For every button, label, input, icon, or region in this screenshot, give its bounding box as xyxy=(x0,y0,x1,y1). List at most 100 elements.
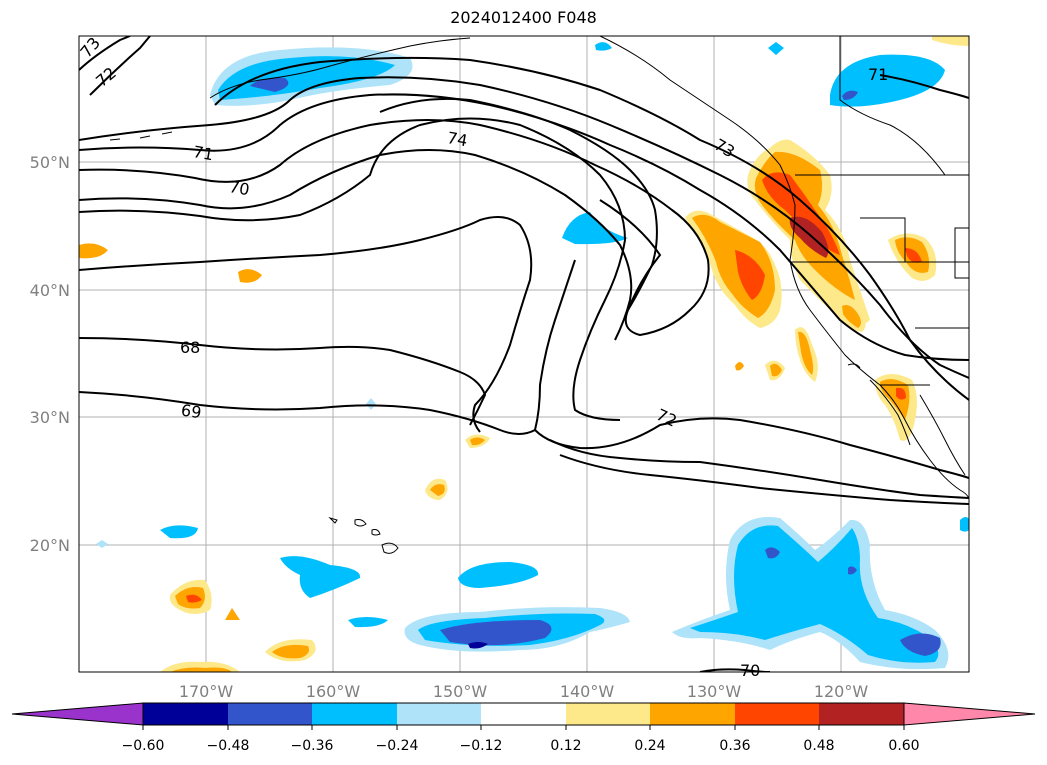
fill-tropics-east-core xyxy=(690,525,939,663)
island-aleutian-2 xyxy=(161,131,173,135)
contour-71 xyxy=(79,93,969,361)
lon-label-120w: 120°W xyxy=(814,682,869,701)
fill-small-4o xyxy=(770,363,782,377)
contour-68-inner xyxy=(79,117,627,421)
island-guadalupe xyxy=(847,363,861,369)
island-hawaii-2 xyxy=(354,519,367,527)
fill-small-5 xyxy=(735,362,744,371)
fill-tropics-deep-3 xyxy=(900,633,941,656)
colorbar-segment-3 xyxy=(312,703,397,725)
longitude-labels: 170°W 160°W 150°W 140°W 130°W 120°W xyxy=(179,682,869,701)
lon-label-130w: 130°W xyxy=(687,682,742,701)
border-id xyxy=(954,227,969,279)
fill-small-6o xyxy=(842,305,861,328)
contour-68-w xyxy=(79,215,533,433)
colorbar-extend-high xyxy=(903,702,1036,726)
fill-dot-5 xyxy=(960,516,969,532)
fill-south-central-darkest xyxy=(468,642,488,649)
fill-small-2o xyxy=(470,437,485,446)
fill-interior-red xyxy=(905,248,922,263)
coast-gulf-ca xyxy=(919,394,966,476)
island-hawaii-3 xyxy=(371,529,381,536)
contour-69 xyxy=(79,259,576,435)
fill-west-patch-2 xyxy=(238,269,262,283)
fill-baja-red xyxy=(896,387,906,400)
fill-south-3 xyxy=(280,556,361,598)
contour-label-74: 74 xyxy=(446,128,469,150)
contour-68 xyxy=(79,337,487,426)
colorbar-segment-8 xyxy=(735,703,819,725)
fill-dot-3 xyxy=(768,42,784,55)
colorbar-label-7: 0.24 xyxy=(634,738,665,754)
fill-south-central-deep xyxy=(440,620,552,646)
fill-ne-corner xyxy=(932,36,969,46)
colorbar-label-8: 0.36 xyxy=(719,738,750,754)
fill-south-warm-1r xyxy=(186,594,202,603)
fill-socal-orange xyxy=(798,331,814,375)
colorbar-extend-low xyxy=(11,702,144,726)
colorbar-segment-1 xyxy=(143,703,228,725)
fill-tropics-deep-1 xyxy=(765,547,780,559)
colorbar-label-3: −0.36 xyxy=(291,738,334,754)
contour-label-70: 70 xyxy=(228,177,251,199)
colorbar-segment-2 xyxy=(228,703,312,725)
coast-baja xyxy=(869,379,911,446)
contour-label-71-ne: 71 xyxy=(868,65,888,84)
contour-label-69: 69 xyxy=(180,401,203,423)
contour-72 xyxy=(534,417,969,479)
contour-outer-1 xyxy=(214,56,969,401)
contour-74 xyxy=(379,97,658,311)
border-nev xyxy=(860,217,906,262)
colorbar-label-2: −0.48 xyxy=(207,738,250,754)
fill-south-warm-2o xyxy=(272,644,309,659)
fill-south-2 xyxy=(458,562,539,588)
lon-label-170w: 170°W xyxy=(179,682,234,701)
contour-label-70-se: 70 xyxy=(740,661,760,680)
colorbar: −0.60 −0.48 −0.36 −0.24 −0.12 0.12 0.24 … xyxy=(11,702,1036,754)
lat-label-30n: 30°N xyxy=(30,408,70,427)
colorbar-segment-5 xyxy=(481,703,566,725)
lat-label-40n: 40°N xyxy=(30,281,70,300)
colorbar-segment-4 xyxy=(397,703,481,725)
fill-south-warm-3o xyxy=(170,667,232,672)
latitude-labels: 50°N 40°N 30°N 20°N xyxy=(30,153,70,555)
contour-label-68: 68 xyxy=(180,338,200,357)
lon-label-140w: 140°W xyxy=(560,682,615,701)
colorbar-segment-7 xyxy=(650,703,735,725)
coast-bc-pnw xyxy=(599,36,969,501)
contour-label-71: 71 xyxy=(192,142,215,164)
colorbar-label-5: −0.12 xyxy=(460,738,503,754)
fill-small-1o xyxy=(430,484,445,496)
lon-label-150w: 150°W xyxy=(433,682,488,701)
colorbar-segment-6 xyxy=(566,703,650,725)
contour-72-nw xyxy=(89,36,151,96)
colorbar-segment-9 xyxy=(819,703,904,725)
colorbar-ticks xyxy=(142,725,905,730)
fill-nw-canada xyxy=(830,54,945,107)
colorbar-label-9: 0.48 xyxy=(803,738,834,754)
fill-south-5 xyxy=(348,617,388,628)
plot-border xyxy=(78,35,970,673)
colorbar-label-6: 0.12 xyxy=(550,738,581,754)
colorbar-label-10: 0.60 xyxy=(888,738,919,754)
contour-69-inner xyxy=(79,149,633,341)
fill-west-patch xyxy=(79,243,108,259)
fill-dot-1 xyxy=(366,398,376,410)
fill-tropics-deep-2 xyxy=(848,566,857,575)
contour-73-nw xyxy=(79,36,131,71)
colorbar-frame xyxy=(142,702,905,726)
fill-nw-canada-deep xyxy=(842,90,858,100)
fill-small-3 xyxy=(225,608,240,620)
island-hawaii-4 xyxy=(381,542,399,554)
contour-72-b xyxy=(549,439,969,499)
border-interior xyxy=(839,36,946,176)
colorbar-label-1: −0.60 xyxy=(122,738,165,754)
contour-73-b xyxy=(559,454,969,505)
colorbar-label-4: −0.24 xyxy=(376,738,419,754)
fill-gulf-alaska-core xyxy=(218,56,395,100)
fill-gulf-alaska-deep xyxy=(250,77,289,92)
lat-label-20n: 20°N xyxy=(30,536,70,555)
map-title: 2024012400 F048 xyxy=(450,8,597,27)
island-aleutian-1 xyxy=(139,135,151,139)
